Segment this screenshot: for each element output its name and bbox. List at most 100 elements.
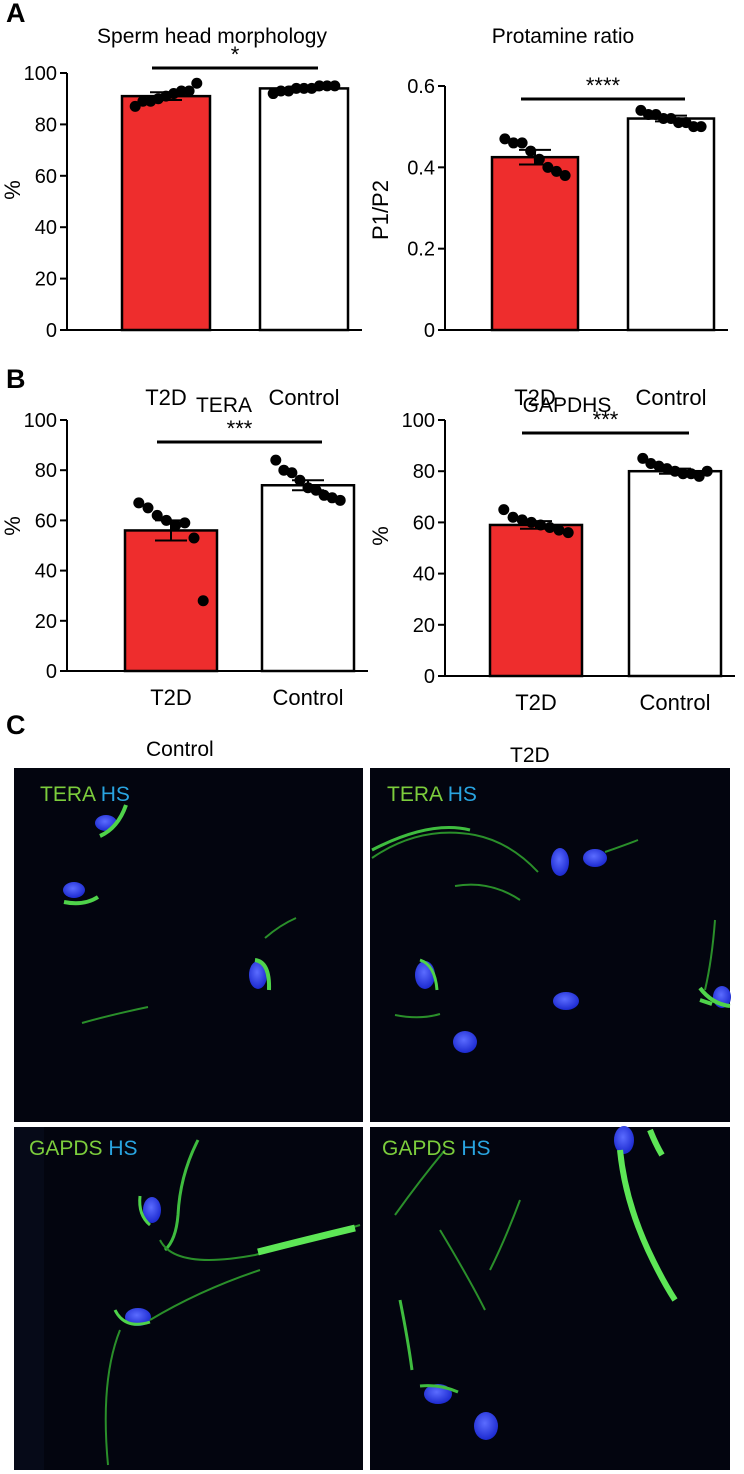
- chart-3-data-point: [553, 524, 565, 536]
- chart-0-bar-control: [258, 87, 350, 332]
- chart-2-category-label: Control: [273, 685, 344, 710]
- chart-0-data-point: [329, 80, 341, 92]
- chart-2-data-point: [270, 454, 282, 466]
- chart-3-data-point: [693, 470, 705, 482]
- chart-2-data-point: [179, 517, 191, 529]
- chart-1-data-point: [525, 145, 537, 157]
- chart-3-data-point: [544, 522, 556, 534]
- chart-3-y-tick-label: 100: [402, 410, 435, 432]
- tile-label-1: TERA HS: [40, 783, 130, 807]
- chart-3-y-axis-label: %: [368, 526, 393, 546]
- chart-1-data-point: [542, 161, 554, 173]
- chart-0-data-point: [183, 85, 195, 97]
- chart-2-bar-control: [260, 484, 356, 673]
- tile-label-2-stain: HS: [447, 783, 477, 806]
- chart-0-y-axis-label: %: [0, 180, 25, 200]
- chart-0-data-point: [275, 85, 287, 97]
- chart-2-data-point: [151, 509, 163, 521]
- chart-0-category-label: Control: [269, 385, 340, 410]
- chart-0-data-point: [313, 80, 325, 92]
- micrograph-control-tera: [14, 768, 363, 1122]
- chart-0-y-tick-label: 80: [35, 114, 57, 136]
- tile-label-1-marker: TERA: [40, 783, 95, 806]
- chart-1-bar-control: [626, 117, 716, 332]
- chart-2-data-point: [310, 484, 322, 496]
- chart-0-y-tick-label: 0: [46, 320, 57, 342]
- chart-0-y-tick-label: 40: [35, 217, 57, 239]
- chart-0-data-point: [321, 80, 333, 92]
- chart-1-data-point: [695, 121, 707, 133]
- chart-0-category-label: T2D: [145, 385, 187, 410]
- chart-0-data-point: [191, 77, 203, 89]
- panel-letter-a: A: [6, 0, 26, 28]
- chart-3-data-point: [516, 514, 528, 526]
- chart-3-data-point: [498, 504, 510, 516]
- chart-1-data-point: [533, 153, 545, 165]
- chart-2-data-point: [286, 467, 298, 479]
- chart-3-bar-t2d: [488, 523, 584, 678]
- chart-1-category-label: T2D: [514, 385, 556, 410]
- chart-3-data-point: [562, 527, 574, 539]
- chart-2-y-axis-label: %: [0, 516, 25, 536]
- chart-3-y-tick-label: 40: [413, 564, 435, 586]
- chart-2-y-tick-label: 0: [46, 661, 57, 683]
- chart-1-y-tick-label: 0.2: [407, 239, 435, 261]
- tile-label-4-stain: HS: [461, 1137, 491, 1160]
- chart-3-y-tick-label: 0: [424, 666, 435, 688]
- tile-label-2-marker: TERA: [387, 783, 442, 806]
- chart-3-title: GAPDHS: [523, 394, 612, 417]
- tile-label-3: GAPDS HS: [29, 1137, 138, 1161]
- chart-2-y-tick-label: 60: [35, 510, 57, 532]
- chart-3-data-point: [507, 511, 519, 523]
- chart-2-title: TERA: [196, 394, 252, 417]
- chart-3-data-point: [677, 468, 689, 480]
- chart-1-data-point: [559, 169, 571, 181]
- chart-3-significance-label: ***: [593, 407, 619, 432]
- micrograph-column-label-t2d: T2D: [510, 744, 550, 767]
- chart-2-significance-label: ***: [227, 416, 253, 441]
- tile-label-1-stain: HS: [100, 783, 130, 806]
- micrograph-column-label-control: Control: [146, 738, 214, 761]
- chart-1-category-label: Control: [636, 385, 707, 410]
- tile-label-3-stain: HS: [108, 1137, 138, 1160]
- chart-1-y-tick-label: 0.6: [407, 76, 435, 98]
- micrograph-t2d-gapds: [370, 1126, 730, 1470]
- chart-2-data-point: [133, 497, 145, 509]
- chart-2-data-point: [334, 494, 346, 506]
- bar-charts: Sperm head morphology% 0 20 40 60 80 100 T2D Con…: [0, 25, 735, 710]
- chart-3-data-point: [637, 452, 649, 464]
- chart-1-y-axis-label: P1/P2: [368, 180, 393, 240]
- chart-0-title: Sperm head morphology: [97, 25, 327, 48]
- chart-3-data-point: [535, 519, 547, 531]
- chart-0-data-point: [175, 85, 187, 97]
- tile-label-4-marker: GAPDS: [382, 1137, 456, 1160]
- micrograph-t2d-tera: [370, 768, 731, 1122]
- panel-letter-b: B: [6, 364, 26, 394]
- chart-1-data-point: [657, 113, 669, 125]
- chart-1-y-tick-label: 0.4: [407, 157, 435, 179]
- chart-1-data-point: [499, 133, 511, 145]
- chart-3-category-label: Control: [640, 690, 711, 710]
- chart-0-y-tick-label: 60: [35, 166, 57, 188]
- chart-2-data-point: [170, 519, 182, 531]
- tile-label-2: TERA HS: [387, 783, 477, 807]
- chart-2-data-point: [142, 502, 154, 514]
- chart-1-significance-label: ****: [586, 73, 621, 98]
- chart-0-y-tick-label: 20: [35, 269, 57, 291]
- chart-2-data-point: [160, 514, 172, 526]
- chart-1-data-point: [688, 121, 700, 133]
- chart-2-y-tick-label: 100: [24, 410, 57, 432]
- chart-2-y-tick-label: 80: [35, 460, 57, 482]
- chart-1-data-point: [516, 137, 528, 149]
- chart-3-bar-control: [627, 469, 723, 678]
- chart-2-data-point: [294, 474, 306, 486]
- chart-2-data-point: [197, 595, 209, 607]
- chart-1-data-point: [673, 117, 685, 129]
- chart-0-significance-label: *: [231, 42, 240, 67]
- micrograph-control-gapds: [14, 1127, 363, 1470]
- chart-0-data-point: [290, 82, 302, 94]
- chart-3-y-tick-label: 20: [413, 615, 435, 637]
- chart-1-y-tick-label: 0: [424, 320, 435, 342]
- chart-2-y-tick-label: 40: [35, 561, 57, 583]
